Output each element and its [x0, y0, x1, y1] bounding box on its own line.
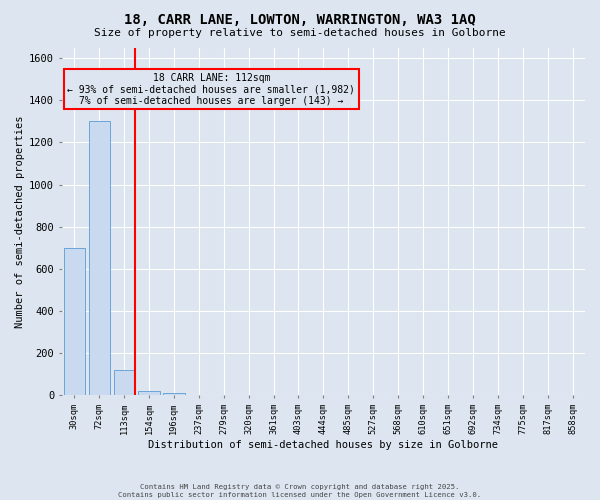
Text: 18, CARR LANE, LOWTON, WARRINGTON, WA3 1AQ: 18, CARR LANE, LOWTON, WARRINGTON, WA3 1…: [124, 12, 476, 26]
X-axis label: Distribution of semi-detached houses by size in Golborne: Distribution of semi-detached houses by …: [148, 440, 499, 450]
Text: Size of property relative to semi-detached houses in Golborne: Size of property relative to semi-detach…: [94, 28, 506, 38]
Bar: [64, 248, 85, 396]
Bar: [163, 393, 185, 396]
Text: 18 CARR LANE: 112sqm
← 93% of semi-detached houses are smaller (1,982)
7% of sem: 18 CARR LANE: 112sqm ← 93% of semi-detac…: [67, 73, 355, 106]
Bar: [113, 370, 134, 396]
Y-axis label: Number of semi-detached properties: Number of semi-detached properties: [15, 115, 25, 328]
Bar: [89, 122, 110, 396]
Text: Contains HM Land Registry data © Crown copyright and database right 2025.
Contai: Contains HM Land Registry data © Crown c…: [118, 484, 482, 498]
Bar: [139, 391, 160, 396]
